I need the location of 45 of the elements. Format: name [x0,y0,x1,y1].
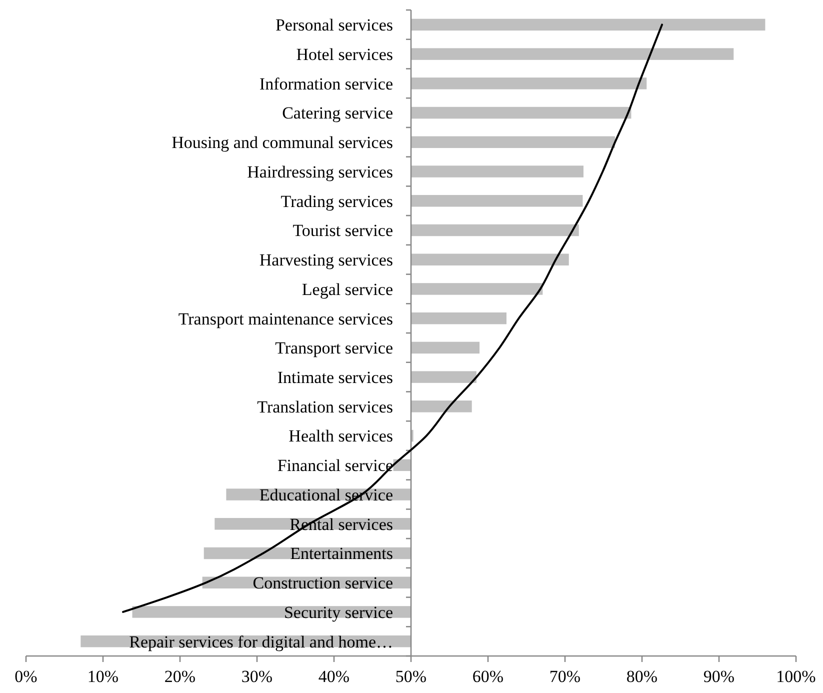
y-tick-label: Transport service [275,338,393,358]
x-tick-label: 60% [472,667,504,686]
y-tick-label: Personal services [275,16,393,35]
x-tick-label: 10% [87,667,119,686]
y-tick-label: Financial service [277,456,393,476]
y-tick-label: Health services [288,426,393,446]
y-tick-label: Housing and communal services [172,133,393,152]
bar [411,136,616,148]
bar [411,224,579,236]
bar [411,312,506,324]
bar [411,18,766,31]
bar [411,371,476,383]
bar [411,166,584,178]
bar [411,283,543,295]
y-tick-label: Trading services [280,192,393,211]
x-tick-label: 30% [241,667,273,686]
y-tick-label: Intimate services [277,368,393,387]
x-tick-label: 0% [14,667,38,686]
y-tick-label: Hotel services [296,44,393,64]
y-tick-label: Translation services [257,397,393,416]
bar [411,400,472,412]
bar [411,254,569,266]
y-tick-label: Entertainments [290,544,393,564]
bar [411,78,647,90]
y-tick-label: Catering service [282,104,393,123]
y-tick-label: Security service [284,602,393,622]
bar [411,194,583,207]
x-tick-label: 80% [626,667,658,686]
bar [411,342,480,354]
y-tick-label: Hairdressing services [247,162,393,182]
y-tick-label: Repair services for digital and home… [129,632,393,652]
x-tick-label: 40% [318,667,350,686]
y-tick-label: Transport maintenance services [178,309,393,328]
bar [411,48,734,60]
y-tick-label: Construction service [252,574,393,593]
y-tick-label: Harvesting services [259,250,393,270]
bar [411,106,632,119]
y-tick-label: Tourist service [292,221,393,240]
x-tick-label: 90% [703,667,735,686]
y-tick-label: Information service [259,74,393,94]
x-tick-label: 50% [395,667,427,686]
x-tick-label: 70% [549,667,581,686]
x-tick-label: 20% [164,667,196,686]
x-tick-label: 100% [776,667,816,686]
y-tick-label: Legal service [302,280,393,299]
